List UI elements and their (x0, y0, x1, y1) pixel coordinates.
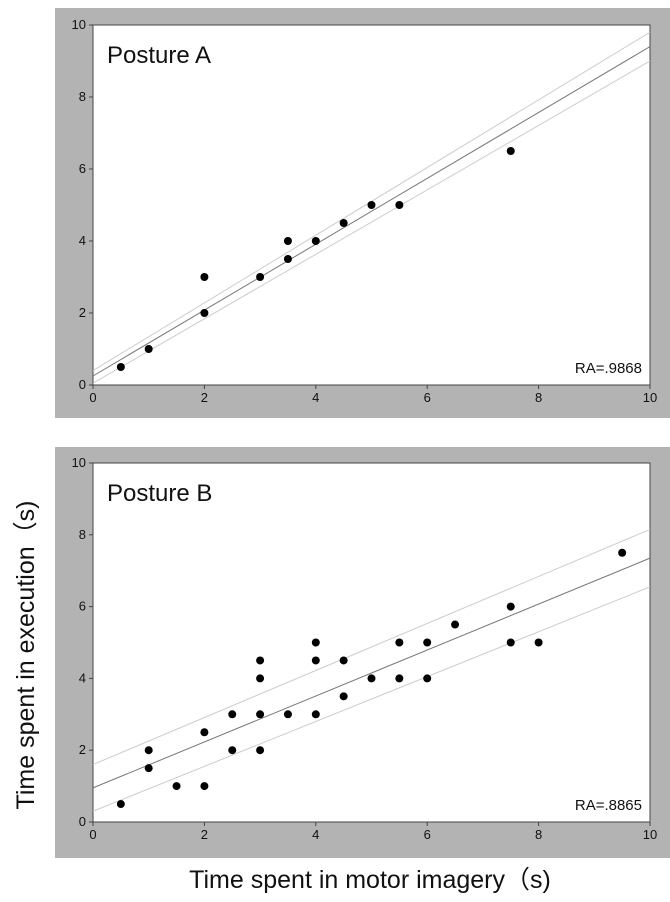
data-point (172, 782, 181, 791)
data-point (283, 237, 292, 245)
data-point (423, 674, 432, 683)
x-tick-label: 8 (535, 390, 542, 405)
data-point (311, 710, 320, 719)
confidence-line (92, 60, 651, 384)
confidence-line (92, 586, 651, 812)
data-point (367, 201, 376, 209)
data-point (256, 273, 265, 281)
data-point (144, 746, 153, 755)
data-point (144, 764, 153, 773)
data-point (144, 345, 153, 353)
y-axis-label: Time spent in execution（s) (12, 501, 40, 810)
plot-area (92, 462, 651, 823)
data-point (367, 674, 376, 683)
x-tick-label: 0 (89, 390, 96, 405)
data-point (339, 656, 348, 665)
data-point (423, 638, 432, 647)
data-point (200, 728, 209, 737)
y-tick-label: 0 (79, 377, 86, 392)
data-point (395, 638, 404, 647)
annotation: RA=.8865 (575, 797, 642, 814)
data-point (256, 710, 265, 719)
y-tick-label: 10 (72, 17, 86, 32)
y-tick-label: 8 (79, 89, 86, 104)
x-tick-label: 4 (312, 827, 319, 842)
y-tick-label: 10 (72, 455, 86, 470)
y-tick-label: 8 (79, 527, 86, 542)
regression-line (92, 557, 651, 789)
data-point (339, 692, 348, 701)
data-point (200, 273, 209, 281)
annotation: RA=.9868 (575, 360, 642, 377)
x-tick-label: 2 (201, 390, 208, 405)
data-point (200, 309, 209, 317)
y-tick-label: 4 (79, 233, 86, 248)
data-point (534, 638, 543, 647)
y-tick-label: 2 (79, 742, 86, 757)
data-point (228, 710, 237, 719)
data-point (451, 620, 460, 629)
data-point (311, 638, 320, 647)
data-point (618, 548, 627, 557)
data-point (283, 255, 292, 263)
data-point (256, 674, 265, 683)
data-point (116, 363, 125, 371)
y-tick-label: 2 (79, 305, 86, 320)
data-point (200, 782, 209, 791)
data-point (395, 674, 404, 683)
data-point (311, 656, 320, 665)
data-point (256, 656, 265, 665)
x-tick-label: 10 (643, 827, 657, 842)
regression-line (92, 46, 651, 377)
data-point (395, 201, 404, 209)
data-point (339, 219, 348, 227)
x-tick-label: 10 (643, 390, 657, 405)
data-point (311, 237, 320, 245)
y-tick-label: 6 (79, 599, 86, 614)
data-point (506, 602, 515, 611)
x-tick-label: 6 (424, 390, 431, 405)
data-point (506, 147, 515, 155)
data-point (256, 746, 265, 755)
x-tick-label: 6 (424, 827, 431, 842)
panel-title: Posture B (107, 480, 212, 507)
y-tick-label: 0 (79, 814, 86, 829)
x-tick-label: 8 (535, 827, 542, 842)
x-axis-label: Time spent in motor imagery（s) (189, 866, 551, 894)
x-tick-label: 4 (312, 390, 319, 405)
data-point (506, 638, 515, 647)
y-tick-label: 4 (79, 670, 86, 685)
data-point (283, 710, 292, 719)
panel-title: Posture A (107, 42, 211, 69)
y-tick-label: 6 (79, 161, 86, 176)
x-tick-label: 0 (89, 827, 96, 842)
data-point (228, 746, 237, 755)
data-point (116, 800, 125, 809)
x-tick-label: 2 (201, 827, 208, 842)
confidence-line (92, 528, 651, 766)
